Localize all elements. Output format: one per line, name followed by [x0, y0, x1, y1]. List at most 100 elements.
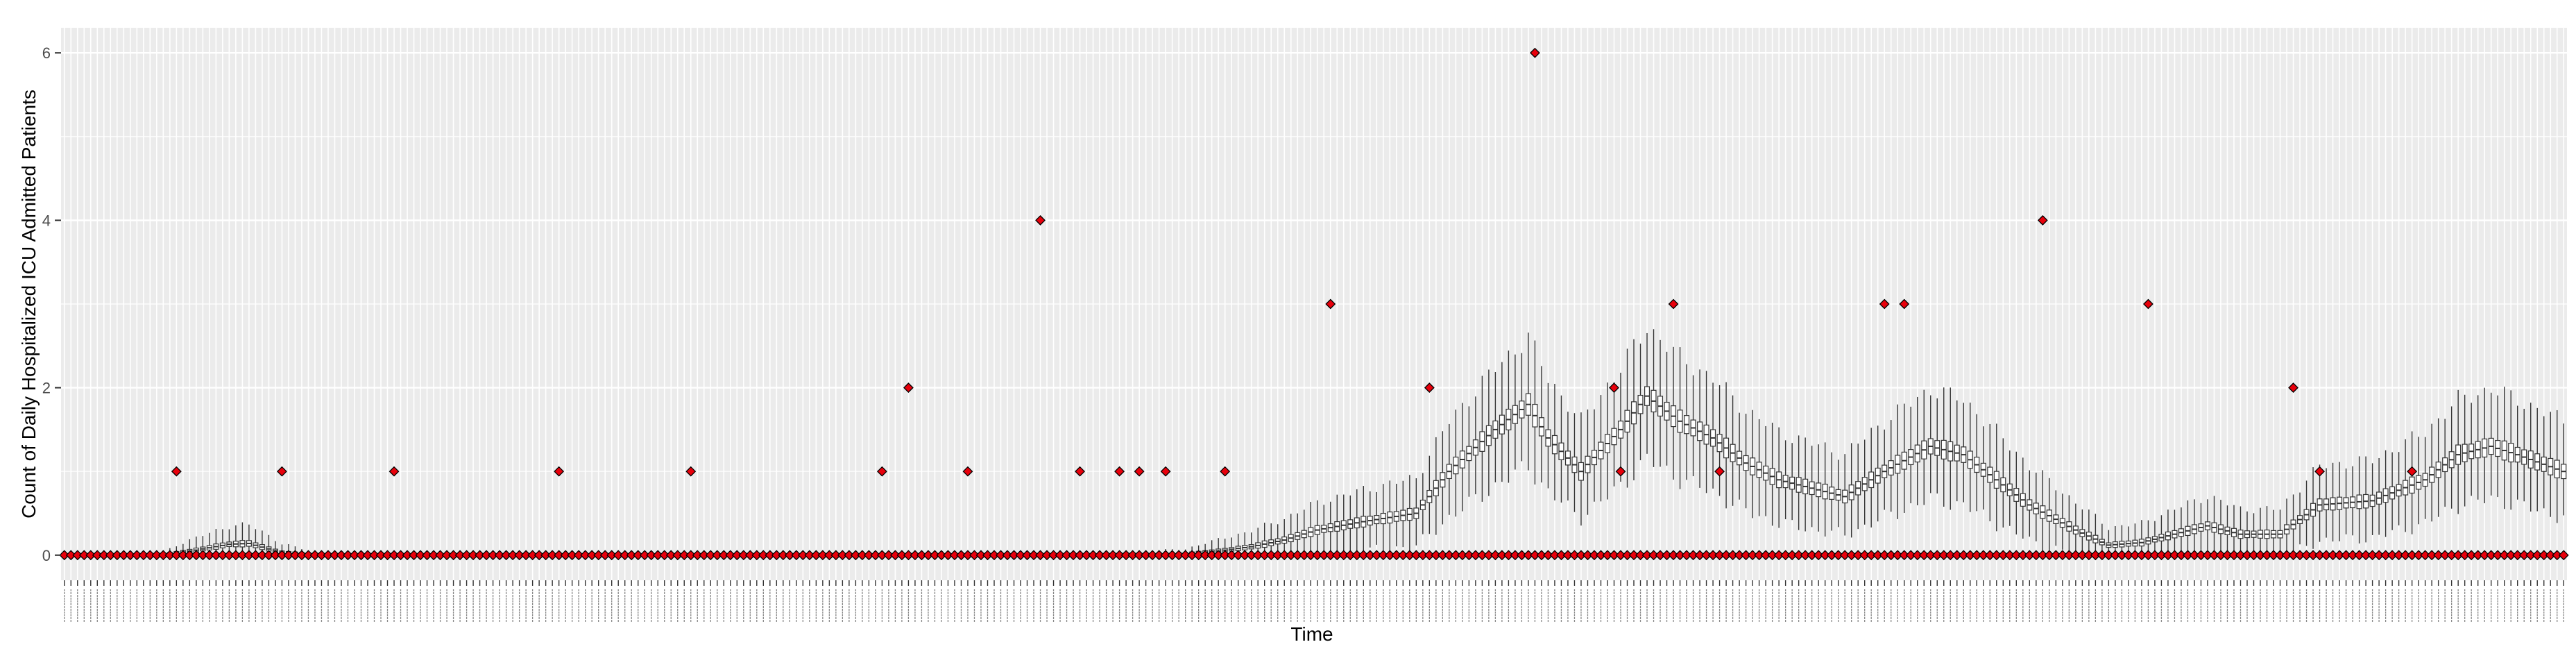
box — [1525, 332, 1531, 471]
y-tick-label: 4 — [42, 212, 51, 229]
box — [1737, 412, 1743, 500]
box — [1453, 410, 1459, 517]
box — [2508, 390, 2514, 510]
x-axis-label: Time — [1290, 623, 1333, 645]
box — [2488, 392, 2494, 496]
outlier-point — [2314, 466, 2325, 477]
box — [1769, 423, 1775, 526]
box — [1750, 410, 1756, 518]
box — [2422, 437, 2428, 519]
box — [2277, 509, 2283, 555]
box — [1703, 371, 1709, 494]
box — [1868, 428, 1875, 528]
box — [1723, 382, 1730, 509]
box — [1829, 452, 1835, 531]
outlier-point — [1075, 466, 1085, 477]
box — [1347, 495, 1354, 550]
y-tick-label: 0 — [42, 547, 51, 564]
outlier-point — [171, 466, 182, 477]
outlier-point — [1160, 466, 1171, 477]
box — [1578, 412, 1584, 526]
box — [1585, 410, 1591, 515]
boxplot-series — [61, 329, 2567, 557]
box — [1400, 480, 1406, 548]
box — [1413, 478, 1419, 546]
box — [2204, 499, 2210, 550]
box — [2350, 466, 2356, 536]
box — [2541, 416, 2547, 509]
box — [2059, 494, 2065, 550]
box — [1677, 347, 1683, 489]
box — [1763, 425, 1769, 516]
box — [2330, 462, 2336, 542]
box — [2237, 506, 2244, 555]
box — [2297, 492, 2303, 545]
box — [2191, 499, 2197, 555]
box — [1934, 398, 1940, 494]
box — [1921, 389, 1927, 505]
box — [1710, 382, 1716, 489]
box — [1466, 406, 1472, 497]
box — [1472, 396, 1478, 495]
box — [1505, 351, 1512, 483]
box — [2198, 503, 2204, 550]
box — [2211, 496, 2217, 555]
box — [1895, 404, 1901, 519]
box — [1789, 443, 1795, 521]
box — [2534, 407, 2541, 512]
outlier-point — [1424, 382, 1435, 394]
box — [1479, 376, 1485, 502]
box — [1954, 400, 1960, 502]
box — [2323, 468, 2330, 538]
outlier-point — [2288, 382, 2298, 394]
box — [1459, 403, 1465, 512]
box — [1485, 369, 1492, 496]
box — [1433, 437, 1439, 535]
box — [1671, 346, 1677, 480]
outlier-point — [1114, 466, 1125, 477]
box — [1604, 382, 1611, 500]
box — [2132, 523, 2138, 555]
box — [1367, 491, 1373, 548]
box — [2013, 451, 2020, 535]
box — [1967, 403, 1973, 512]
box — [1842, 454, 1848, 536]
box — [1809, 446, 1815, 528]
box — [1360, 486, 1367, 555]
box — [2527, 403, 2534, 512]
box — [1980, 426, 1986, 510]
box — [1321, 505, 1327, 551]
box — [1657, 339, 1664, 467]
box — [2468, 403, 2475, 496]
box — [2369, 463, 2375, 535]
box — [1835, 459, 1841, 528]
box — [1914, 396, 1920, 506]
box — [1795, 435, 1802, 530]
box — [1816, 444, 1822, 532]
box — [1756, 419, 1762, 516]
box — [1908, 406, 1914, 504]
box — [1532, 340, 1538, 485]
box — [2317, 464, 2323, 542]
box — [1940, 387, 1947, 507]
box — [2396, 452, 2402, 525]
box — [1419, 473, 1426, 534]
box — [1374, 491, 1380, 545]
box — [2429, 423, 2435, 522]
box — [1776, 427, 1782, 528]
box — [1848, 443, 1854, 538]
outlier-point — [1714, 466, 1725, 477]
box — [2548, 412, 2554, 517]
box — [1440, 431, 1446, 525]
outlier-point — [389, 466, 400, 477]
box — [1519, 353, 1525, 462]
box — [1650, 329, 1657, 467]
box — [2356, 456, 2362, 543]
box — [2310, 467, 2317, 549]
box — [2053, 490, 2059, 546]
box — [1888, 420, 1894, 512]
box — [1564, 412, 1571, 501]
box — [2185, 500, 2191, 555]
outlier-point — [1615, 466, 1626, 477]
